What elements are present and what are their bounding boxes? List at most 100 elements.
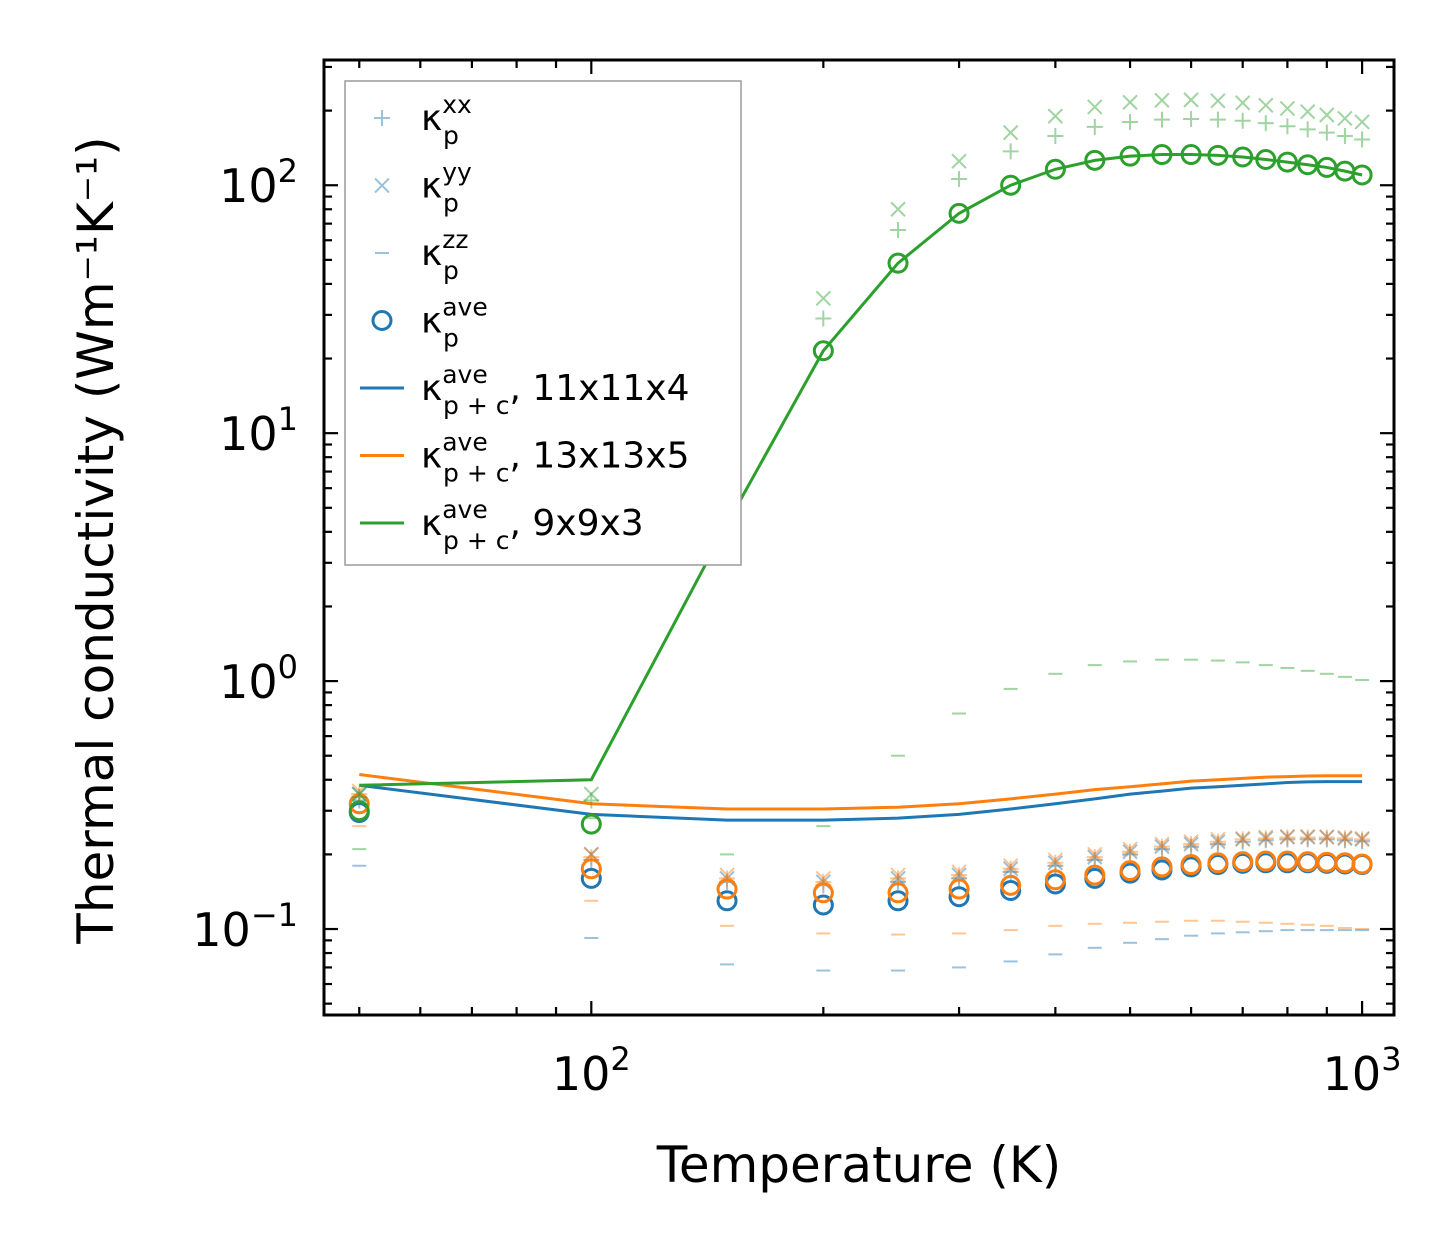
kyy-point <box>1122 94 1138 111</box>
tick-labels: 102 103 10−1 100 101 102 <box>192 152 1401 1101</box>
kxx-point <box>1234 831 1251 848</box>
kyy-point <box>1122 844 1138 860</box>
kxx-point <box>1354 831 1371 848</box>
kave-point <box>887 890 909 912</box>
kyy-point <box>1183 833 1199 850</box>
kpc-line <box>359 780 1363 822</box>
kave-point <box>812 894 834 916</box>
kyy-point <box>1337 110 1353 127</box>
kave-point <box>348 800 370 822</box>
kyy-point <box>1002 124 1019 141</box>
plot-frame <box>322 58 1396 1017</box>
kxx-point <box>1257 832 1274 849</box>
kyy-point <box>1087 849 1103 865</box>
kyy-point <box>951 864 967 880</box>
legend-x-marker <box>374 177 390 194</box>
kave-point <box>1351 853 1373 875</box>
kyy-point <box>815 870 832 887</box>
kyy-point <box>1122 841 1138 857</box>
kxx-point <box>1047 854 1064 871</box>
kyy-point <box>890 870 906 887</box>
kxx-point <box>1336 127 1353 144</box>
series-9x9x3 <box>348 92 1373 856</box>
major-ticks <box>324 60 1394 1015</box>
kave-point <box>580 867 602 889</box>
kyy-point <box>1087 99 1103 115</box>
kxx-point <box>1354 131 1371 148</box>
kyy-point <box>1279 828 1296 845</box>
legend-entry: κxx p <box>374 90 472 150</box>
kyy-point <box>1234 831 1251 848</box>
kxx-point <box>1153 838 1170 855</box>
kxx-point <box>815 873 832 890</box>
legend-label: κzz p <box>421 225 468 285</box>
kxx-point <box>951 870 968 887</box>
kyy-point <box>1319 829 1335 845</box>
kave-point <box>948 878 970 900</box>
kxx-point <box>1336 832 1353 849</box>
series-layer <box>348 92 1373 972</box>
legend-label: κyy p <box>421 158 472 218</box>
kyy-point <box>1279 100 1296 117</box>
kave-point <box>812 882 834 904</box>
legend-entry: κyy p <box>374 158 472 218</box>
kyy-point <box>815 290 832 306</box>
kyy-point <box>1154 836 1170 852</box>
kyy-point <box>1234 95 1251 111</box>
legend-entry: κave p + c, 13x13x5 <box>360 428 690 488</box>
kxx-point <box>1318 124 1335 141</box>
kave-point <box>812 340 834 362</box>
kave-point <box>1255 850 1277 872</box>
kxx-point <box>1153 841 1170 858</box>
kxx-point <box>1047 127 1064 144</box>
kyy-point <box>583 846 600 863</box>
kyy-point <box>1299 828 1316 845</box>
legend-entry: κave p + c, 11x11x4 <box>360 360 690 420</box>
kxx-point <box>1122 846 1139 863</box>
legend-entry: κave p <box>371 293 488 353</box>
x-tick-label: 102 <box>552 1040 631 1101</box>
kxx-point <box>1183 838 1200 855</box>
kxx-point <box>1209 833 1226 850</box>
kave-point <box>580 858 602 880</box>
kyy-point <box>1258 829 1274 845</box>
kxx-point <box>1279 831 1296 848</box>
kyy-point <box>1299 103 1316 120</box>
kxx-point <box>1122 843 1139 860</box>
kyy-point <box>1234 830 1251 847</box>
x-tick-label: 103 <box>1323 1040 1402 1101</box>
kxx-point <box>1257 830 1274 847</box>
kave-point <box>948 202 970 224</box>
kyy-point <box>1337 829 1353 846</box>
legend-label: κxx p <box>421 90 472 150</box>
kyy-point <box>1002 861 1019 877</box>
kxx-point <box>1299 831 1316 848</box>
kxx-point <box>1086 849 1103 866</box>
y-tick-label: 100 <box>219 648 298 709</box>
kave-point <box>1207 852 1229 874</box>
kave-point <box>716 890 738 912</box>
series-13x13x5 <box>348 773 1373 936</box>
kave-point <box>1044 869 1066 891</box>
kyy-point <box>1299 829 1316 845</box>
kpc-line <box>359 153 1363 787</box>
kxx-point <box>1299 121 1316 138</box>
kyy-point <box>1210 833 1226 850</box>
legend: κxx p κyy p κzz p κave p κave p + c, 11x11x4 κave p… <box>344 80 742 566</box>
kxx-point <box>815 310 832 327</box>
kxx-point <box>1183 111 1200 128</box>
kyy-point <box>1210 831 1226 848</box>
legend-label: κave p + c, 9x9x3 <box>421 495 644 555</box>
kxx-point <box>1122 113 1139 130</box>
kyy-point <box>1319 107 1335 123</box>
kyy-point <box>1258 97 1274 114</box>
kave-point <box>948 886 970 908</box>
kyy-point <box>1154 838 1170 855</box>
kxx-point <box>583 792 600 809</box>
kyy-point <box>583 786 600 802</box>
kave-point <box>1232 851 1254 873</box>
kxx-point <box>1257 115 1274 132</box>
kyy-point <box>1319 829 1335 845</box>
kave-point <box>1180 854 1202 876</box>
